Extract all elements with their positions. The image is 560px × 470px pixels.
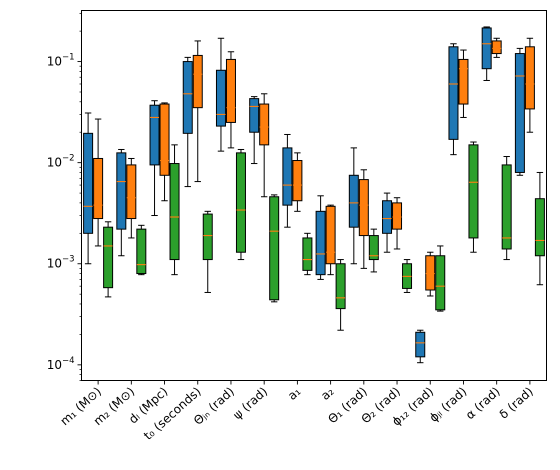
iqr-box — [302, 237, 313, 271]
iqr-box — [491, 40, 502, 55]
box-series-1 — [282, 133, 293, 228]
box-series-1 — [514, 47, 525, 176]
iqr-box — [103, 226, 114, 289]
box-series-3 — [402, 259, 413, 293]
box-series-3 — [169, 144, 180, 276]
iqr-box — [315, 210, 326, 276]
iqr-box — [169, 163, 180, 261]
iqr-box — [435, 255, 446, 311]
box-series-1 — [315, 195, 326, 280]
box-series-3 — [202, 210, 213, 293]
category-label: δ (rad) — [496, 384, 535, 421]
box-series-3 — [368, 228, 379, 273]
box-series-2 — [524, 37, 535, 133]
y-axis: 10−4 10−3 10−2 10−1 — [47, 12, 82, 381]
category-label: ϕⱼₗ (rad) — [427, 384, 470, 425]
iqr-box — [93, 157, 104, 220]
iqr-box — [425, 255, 436, 291]
category-label: ψ (rad) — [230, 384, 270, 422]
iqr-box — [269, 196, 280, 301]
box-series-1 — [83, 112, 94, 265]
iqr-box — [458, 58, 469, 105]
iqr-box — [514, 53, 525, 173]
box-series-1 — [448, 43, 459, 156]
category-label: α (rad) — [463, 384, 503, 422]
box-series-2 — [425, 251, 436, 297]
iqr-box — [202, 213, 213, 261]
box-series-3 — [435, 245, 446, 312]
box-series-2 — [126, 157, 137, 239]
iqr-box — [159, 103, 170, 176]
box-series-1 — [116, 148, 127, 257]
box-series-3 — [468, 141, 479, 253]
iqr-box — [83, 132, 94, 234]
iqr-box — [215, 69, 226, 127]
box-series-3 — [103, 221, 114, 298]
y-tick-label: 10−3 — [47, 255, 75, 271]
box-series-3 — [269, 194, 280, 303]
category-label: a₁ — [285, 384, 304, 403]
plot-frame — [81, 10, 547, 381]
box-series-1 — [149, 100, 160, 217]
y-tick-label: 10−1 — [47, 53, 75, 69]
box-series-3 — [136, 224, 147, 276]
box-series-3 — [235, 148, 246, 261]
box-series-2 — [159, 102, 170, 202]
iqr-box — [192, 54, 203, 109]
box-series-1 — [481, 26, 492, 81]
box-series-1 — [415, 329, 426, 364]
box-series-3 — [534, 171, 545, 286]
iqr-box — [225, 58, 236, 123]
iqr-box — [335, 263, 346, 310]
boxes-layer — [83, 26, 545, 364]
iqr-box — [501, 164, 512, 250]
iqr-box — [282, 147, 293, 206]
iqr-box — [259, 103, 270, 146]
box-series-2 — [292, 152, 303, 212]
box-series-1 — [348, 147, 359, 265]
box-series-3 — [302, 232, 313, 276]
iqr-box — [149, 104, 160, 166]
box-series-3 — [335, 259, 346, 331]
box-series-3 — [501, 156, 512, 261]
iqr-box — [249, 98, 260, 133]
box-series-2 — [93, 118, 104, 247]
box-series-2 — [491, 37, 502, 58]
iqr-box — [415, 331, 426, 358]
box-series-1 — [249, 96, 260, 165]
box-series-2 — [192, 40, 203, 183]
box-series-2 — [458, 49, 469, 118]
x-axis: m₁ (M⊙)m₂ (M⊙)dₗ (Mpc)t₀ (seconds)Θⱼₙ (r… — [58, 380, 536, 443]
iqr-box — [368, 235, 379, 261]
box-series-1 — [382, 192, 393, 253]
iqr-box — [348, 174, 359, 228]
iqr-box — [448, 46, 459, 140]
box-series-1 — [182, 56, 193, 188]
iqr-box — [534, 198, 545, 257]
box-series-2 — [325, 204, 336, 276]
box-series-2 — [392, 197, 403, 250]
iqr-box — [325, 205, 336, 265]
iqr-box — [468, 144, 479, 239]
iqr-box — [136, 228, 147, 275]
iqr-box — [524, 46, 535, 110]
iqr-box — [116, 152, 127, 230]
iqr-box — [235, 152, 246, 253]
iqr-box — [358, 179, 369, 237]
iqr-box — [292, 160, 303, 202]
iqr-box — [182, 61, 193, 134]
iqr-box — [126, 164, 137, 220]
box-series-2 — [225, 51, 236, 149]
category-label: a₂ — [318, 384, 337, 403]
iqr-box — [382, 200, 393, 234]
box-series-1 — [215, 37, 226, 152]
box-series-2 — [358, 169, 369, 269]
y-tick-label: 10−2 — [47, 154, 75, 170]
iqr-box — [392, 202, 403, 230]
y-tick-label: 10−4 — [47, 356, 75, 372]
box-series-2 — [259, 93, 270, 198]
iqr-box — [481, 27, 492, 70]
